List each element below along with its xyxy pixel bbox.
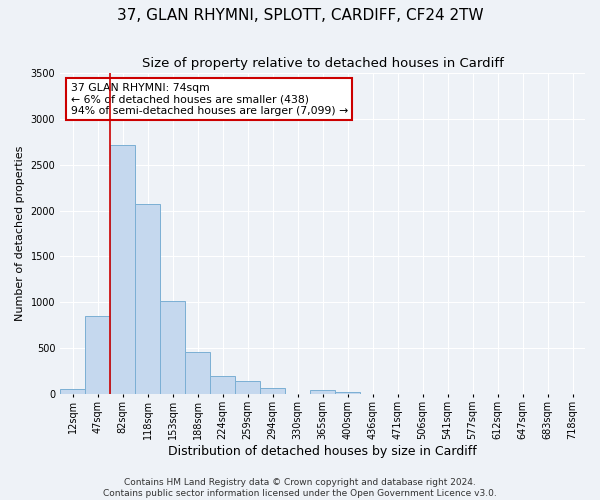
Title: Size of property relative to detached houses in Cardiff: Size of property relative to detached ho… (142, 58, 503, 70)
Bar (160, 302, 185, 394)
Bar (310, 390, 335, 394)
Bar (210, 376, 235, 394)
Bar (335, 392, 360, 394)
Text: 37, GLAN RHYMNI, SPLOTT, CARDIFF, CF24 2TW: 37, GLAN RHYMNI, SPLOTT, CARDIFF, CF24 2… (116, 8, 484, 22)
Bar (60, 389, 85, 394)
Bar (235, 380, 260, 394)
Bar (260, 388, 285, 394)
Bar (110, 144, 135, 394)
X-axis label: Distribution of detached houses by size in Cardiff: Distribution of detached houses by size … (168, 444, 477, 458)
Text: 37 GLAN RHYMNI: 74sqm
← 6% of detached houses are smaller (438)
94% of semi-deta: 37 GLAN RHYMNI: 74sqm ← 6% of detached h… (71, 82, 348, 116)
Y-axis label: Number of detached properties: Number of detached properties (15, 146, 25, 321)
Bar (85, 316, 110, 394)
Bar (185, 352, 210, 394)
Text: Contains HM Land Registry data © Crown copyright and database right 2024.
Contai: Contains HM Land Registry data © Crown c… (103, 478, 497, 498)
Bar (135, 204, 160, 394)
